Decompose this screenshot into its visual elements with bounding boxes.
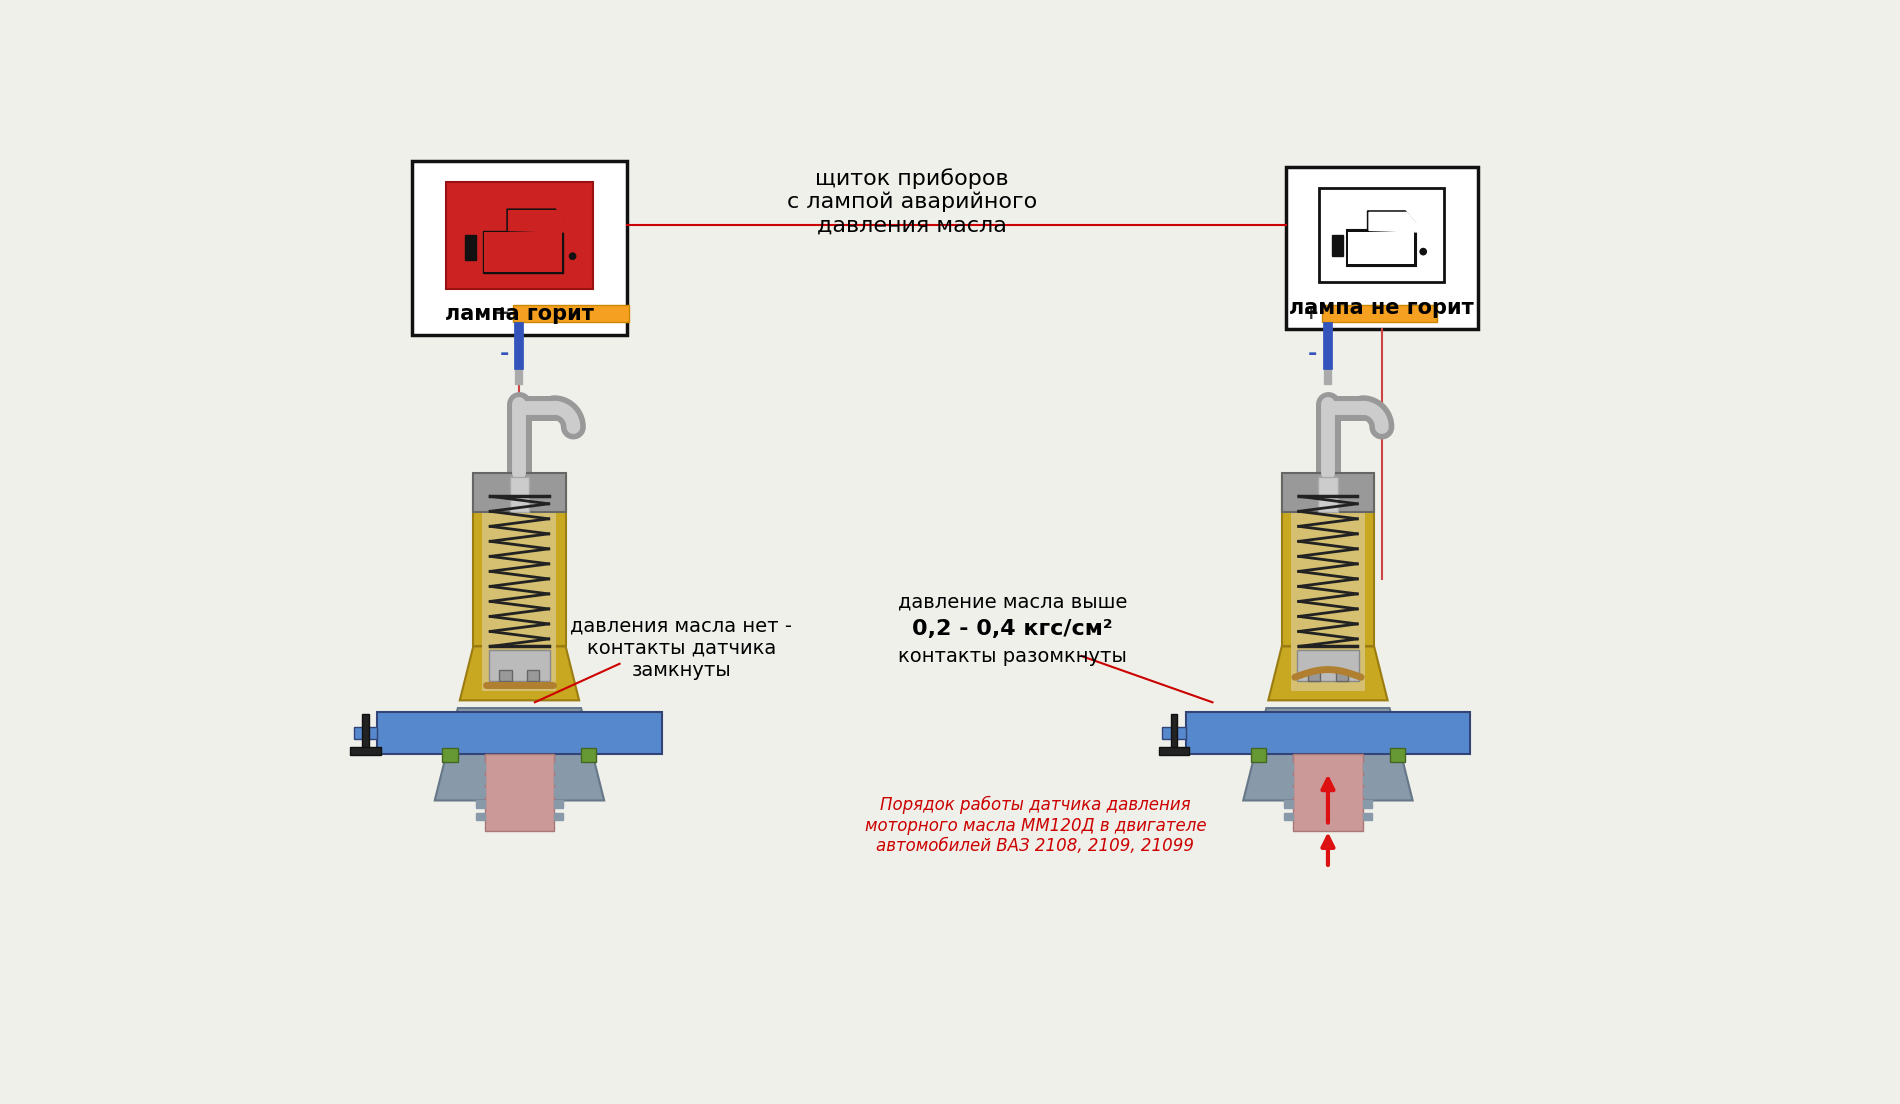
FancyBboxPatch shape xyxy=(1282,474,1374,512)
Polygon shape xyxy=(475,800,484,808)
Polygon shape xyxy=(1284,788,1294,796)
Polygon shape xyxy=(555,764,562,772)
Polygon shape xyxy=(475,788,484,796)
Polygon shape xyxy=(1243,708,1414,800)
Text: +: + xyxy=(1303,304,1319,322)
Polygon shape xyxy=(507,209,562,231)
Polygon shape xyxy=(1362,788,1372,796)
Polygon shape xyxy=(435,708,604,800)
Polygon shape xyxy=(1284,776,1294,784)
FancyBboxPatch shape xyxy=(1298,650,1358,681)
Text: 0,2 - 0,4 кгс/см²: 0,2 - 0,4 кгс/см² xyxy=(912,619,1113,639)
Polygon shape xyxy=(555,800,562,808)
Text: давление масла выше: давление масла выше xyxy=(897,593,1127,612)
Polygon shape xyxy=(475,776,484,784)
FancyBboxPatch shape xyxy=(484,754,555,831)
FancyBboxPatch shape xyxy=(1336,670,1347,681)
FancyBboxPatch shape xyxy=(1170,714,1176,752)
FancyBboxPatch shape xyxy=(1319,477,1338,512)
Text: лампа не горит: лампа не горит xyxy=(1290,298,1474,318)
FancyBboxPatch shape xyxy=(1347,231,1416,266)
FancyBboxPatch shape xyxy=(1163,726,1186,740)
FancyBboxPatch shape xyxy=(488,650,551,681)
FancyBboxPatch shape xyxy=(513,305,629,321)
Polygon shape xyxy=(555,813,562,820)
Polygon shape xyxy=(1284,764,1294,772)
Polygon shape xyxy=(555,776,562,784)
FancyBboxPatch shape xyxy=(1349,232,1414,264)
FancyBboxPatch shape xyxy=(1250,749,1267,762)
FancyBboxPatch shape xyxy=(446,182,593,289)
Polygon shape xyxy=(1368,211,1416,231)
Text: контакты разомкнуты: контакты разомкнуты xyxy=(899,647,1127,666)
FancyBboxPatch shape xyxy=(500,670,511,681)
Polygon shape xyxy=(475,813,484,820)
Circle shape xyxy=(1419,247,1427,255)
Text: щиток приборов
с лампой аварийного
давления масла: щиток приборов с лампой аварийного давле… xyxy=(787,168,1037,235)
FancyBboxPatch shape xyxy=(1307,670,1320,681)
FancyBboxPatch shape xyxy=(1282,477,1374,647)
Text: +: + xyxy=(494,304,511,322)
FancyBboxPatch shape xyxy=(509,477,528,512)
Polygon shape xyxy=(1332,235,1343,256)
Polygon shape xyxy=(1362,813,1372,820)
FancyBboxPatch shape xyxy=(483,231,562,274)
FancyBboxPatch shape xyxy=(443,749,458,762)
FancyBboxPatch shape xyxy=(473,477,566,647)
FancyBboxPatch shape xyxy=(484,232,562,272)
Polygon shape xyxy=(1370,212,1417,232)
FancyBboxPatch shape xyxy=(1290,489,1364,691)
FancyBboxPatch shape xyxy=(363,714,369,752)
Polygon shape xyxy=(1284,800,1294,808)
Polygon shape xyxy=(1362,800,1372,808)
Polygon shape xyxy=(555,788,562,796)
Polygon shape xyxy=(475,764,484,772)
FancyBboxPatch shape xyxy=(483,489,557,691)
FancyBboxPatch shape xyxy=(412,161,627,335)
FancyBboxPatch shape xyxy=(1322,305,1436,321)
FancyBboxPatch shape xyxy=(376,712,661,754)
Polygon shape xyxy=(1362,776,1372,784)
FancyBboxPatch shape xyxy=(1294,754,1362,831)
Polygon shape xyxy=(466,235,477,261)
Text: лампа горит: лампа горит xyxy=(445,304,595,323)
FancyBboxPatch shape xyxy=(1186,712,1471,754)
FancyBboxPatch shape xyxy=(350,747,380,755)
Polygon shape xyxy=(509,211,564,232)
FancyBboxPatch shape xyxy=(1389,749,1404,762)
Polygon shape xyxy=(1269,647,1387,700)
FancyBboxPatch shape xyxy=(1159,747,1189,755)
Text: -: - xyxy=(1307,343,1317,364)
FancyBboxPatch shape xyxy=(526,670,540,681)
Text: Порядок работы датчика давления
моторного масла ММ120Д в двигателе
автомобилей В: Порядок работы датчика давления моторног… xyxy=(864,796,1206,856)
FancyBboxPatch shape xyxy=(581,749,597,762)
FancyBboxPatch shape xyxy=(353,726,376,740)
Polygon shape xyxy=(460,647,580,700)
Text: давления масла нет -
контакты датчика
замкнуты: давления масла нет - контакты датчика за… xyxy=(570,617,792,680)
Polygon shape xyxy=(1362,764,1372,772)
Polygon shape xyxy=(1284,813,1294,820)
Circle shape xyxy=(568,253,576,261)
FancyBboxPatch shape xyxy=(1319,189,1444,282)
FancyBboxPatch shape xyxy=(1286,167,1478,329)
FancyBboxPatch shape xyxy=(473,474,566,512)
Text: -: - xyxy=(500,343,509,364)
